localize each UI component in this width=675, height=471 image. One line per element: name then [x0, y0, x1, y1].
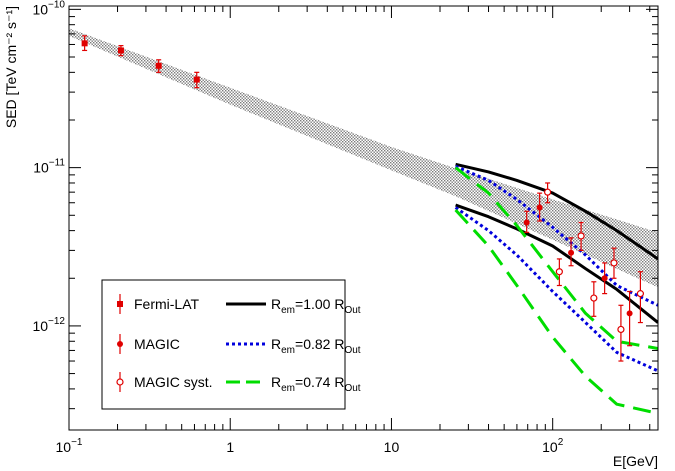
model-curve-1-upper: [455, 164, 658, 307]
data-point: [544, 188, 552, 196]
x-tick-label: 10−1: [56, 437, 83, 455]
legend-label: Fermi-LAT: [134, 296, 200, 312]
model-curve-0-lower: [455, 203, 658, 324]
y-tick-base: 10: [32, 1, 48, 17]
legend-curve-r: R: [271, 374, 281, 390]
model-curve-2-upper: [454, 166, 658, 350]
data-point: [626, 310, 633, 317]
legend-marker: [117, 341, 123, 347]
x-tick-label: 102: [542, 437, 564, 455]
y-tick-exp: −10: [48, 0, 65, 10]
y-tick-label: 10−10: [32, 0, 65, 17]
data-point: [568, 249, 575, 256]
model-curve-1-lower: [454, 206, 658, 373]
x-tick-exp: 2: [558, 437, 564, 448]
legend-curve-sub: em: [281, 383, 295, 394]
data-point: [636, 290, 645, 298]
legend-curve-label: Rem=0.82 ROut: [271, 336, 361, 356]
legend-curve-label: Rem=0.74 ROut: [271, 374, 361, 394]
model-curve-0-upper: [455, 162, 658, 261]
y-tick-base: 10: [32, 318, 48, 334]
y-axis-label: SED [TeV cm⁻² s⁻¹]: [3, 6, 19, 128]
confidence-band: [69, 28, 658, 288]
legend-curve-sub2: Out: [344, 383, 360, 394]
y-tick-label: 10−11: [33, 158, 65, 176]
x-tick-label: 1: [226, 439, 234, 455]
x-tick-base: 10: [56, 439, 72, 455]
data-point: [536, 204, 543, 211]
legend-marker: [117, 301, 123, 307]
data-point: [523, 219, 530, 226]
legend-box: [101, 279, 346, 410]
x-axis-label: E[GeV]: [613, 453, 658, 469]
legend-curve-sub2: Out: [344, 305, 360, 316]
legend-curve-value: =1.00 R: [295, 296, 344, 312]
data-point: [193, 76, 200, 83]
series-magic: [523, 192, 633, 347]
data-point: [555, 268, 563, 276]
x-tick-label: 10: [384, 439, 400, 455]
legend-label: MAGIC syst.: [134, 374, 213, 390]
plot-frame: [68, 5, 659, 431]
legend-curve-r: R: [271, 296, 281, 312]
legend-curve-r: R: [271, 336, 281, 352]
model-curve-2-lower: [454, 208, 658, 415]
data-point: [117, 47, 124, 54]
legend-curve-sub: em: [281, 345, 295, 356]
data-point: [81, 40, 88, 47]
data-point: [155, 62, 162, 69]
series-fermi-lat: [81, 35, 200, 89]
model-band-layer: [69, 28, 658, 288]
legend-curve-sub: em: [281, 305, 295, 316]
legend-label: MAGIC: [134, 336, 180, 352]
x-tick-base: 10: [542, 439, 558, 455]
data-point: [577, 232, 585, 240]
legend-curve-sub2: Out: [344, 345, 360, 356]
x-tick-base: 10: [384, 439, 400, 455]
data-point: [617, 325, 625, 334]
y-tick-exp: −12: [48, 316, 65, 327]
x-tick-base: 1: [226, 439, 234, 455]
series-magic-syst-: [544, 182, 645, 362]
legend-marker: [116, 378, 124, 386]
y-tick-base: 10: [33, 160, 49, 176]
data-point: [601, 275, 608, 282]
legend-curve-value: =0.82 R: [295, 336, 344, 352]
y-tick-label: 10−12: [32, 316, 65, 334]
data-point: [590, 294, 598, 302]
y-tick-exp: −11: [49, 158, 66, 169]
x-tick-exp: −1: [71, 437, 83, 448]
model-curves-layer: [454, 162, 658, 415]
data-point: [610, 259, 618, 267]
legend-curve-value: =0.74 R: [295, 374, 344, 390]
legend-curve-label: Rem=1.00 ROut: [271, 296, 361, 316]
data-points-layer: [81, 35, 645, 362]
